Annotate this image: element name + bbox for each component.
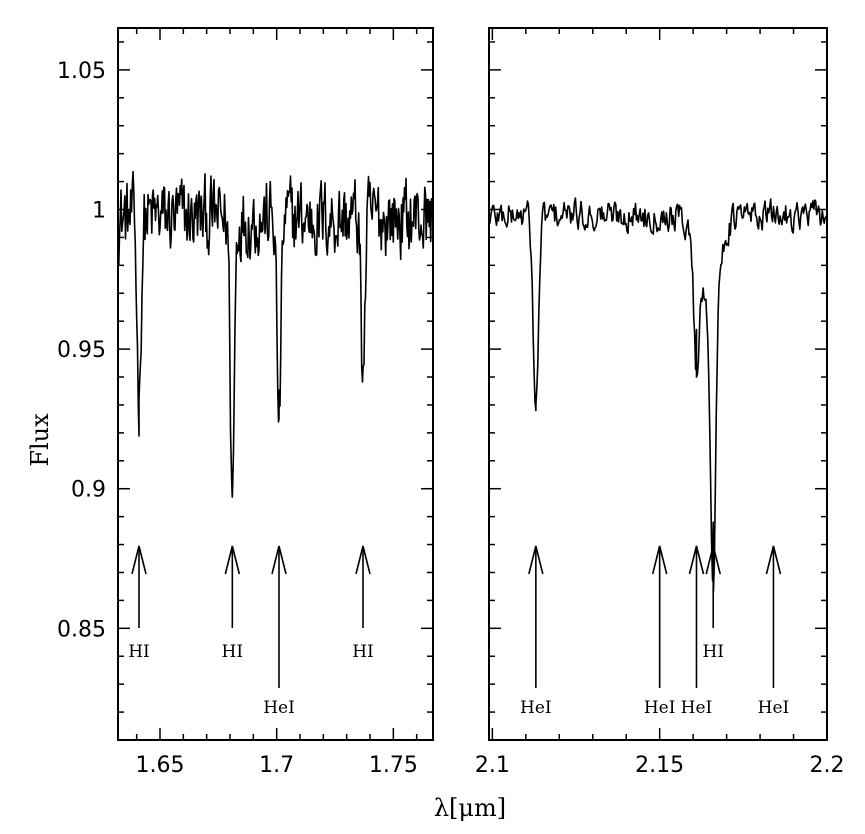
line-id-label: HeI [263,698,295,718]
spectrum-line [118,170,433,498]
y-tick-label: 0.85 [57,617,106,642]
line-marker-arrow [651,545,668,688]
x-tick-label: 1.65 [136,753,185,778]
y-tick-label: 1 [92,198,106,223]
left-panel: 0.85 0.9 0.95 1 1.05 1.65 1.7 1.75 HI HI HeI HI [57,27,434,778]
line-id-label: HI [702,642,724,662]
y-tick-label: 0.95 [57,338,106,363]
line-marker-arrow [271,545,287,688]
x-tick-label: 2.15 [635,753,684,778]
line-id-label: HeI [644,698,676,718]
y-tick-label: 1.05 [57,59,106,84]
x-tick-label: 2.2 [810,753,845,778]
line-id-label: HI [222,642,244,662]
plot-frame [117,27,434,741]
line-marker-arrow [224,545,241,628]
line-id-label: HI [352,642,374,662]
line-marker-arrow [705,545,721,628]
line-marker-arrow [688,545,705,688]
y-axis-title: Flux [26,413,54,467]
x-axis-title: λ[μm] [434,794,506,822]
x-tick-label: 1.7 [259,753,294,778]
spectrum-line [489,197,827,593]
x-tick-label: 2.1 [475,753,510,778]
line-marker-arrow [131,545,147,628]
line-id-label: HeI [758,698,790,718]
x-tick-label: 1.75 [369,753,418,778]
line-id-label: HeI [520,698,552,718]
line-marker-arrow [355,545,371,628]
line-id-label: HeI [681,698,713,718]
line-marker-arrow [528,545,544,688]
plot-frame [488,27,828,741]
line-id-label: HI [128,642,150,662]
y-tick-label: 0.9 [71,478,106,503]
line-marker-arrow [765,545,782,688]
